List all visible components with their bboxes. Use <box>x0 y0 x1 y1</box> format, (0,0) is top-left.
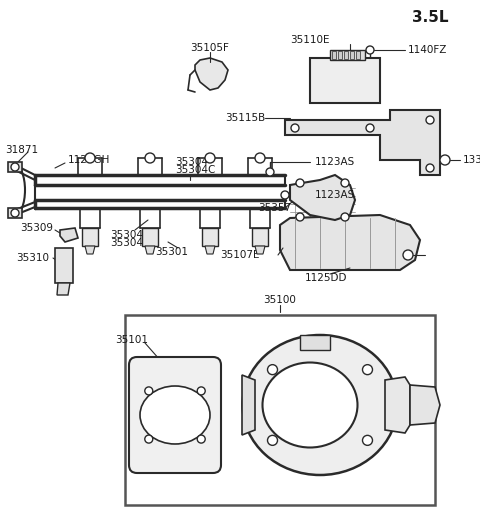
Text: 1123GH: 1123GH <box>68 155 110 165</box>
Polygon shape <box>60 228 78 242</box>
Circle shape <box>403 250 413 260</box>
Text: 35107E: 35107E <box>220 250 260 260</box>
Polygon shape <box>300 335 330 350</box>
Circle shape <box>296 179 304 187</box>
Circle shape <box>296 213 304 221</box>
Ellipse shape <box>242 335 397 475</box>
Bar <box>350 51 354 59</box>
Bar <box>356 51 360 59</box>
Text: 1125DD: 1125DD <box>305 273 348 283</box>
Polygon shape <box>410 385 440 425</box>
Circle shape <box>366 124 374 132</box>
Polygon shape <box>8 162 22 172</box>
Polygon shape <box>255 246 265 254</box>
Polygon shape <box>57 283 70 295</box>
Circle shape <box>426 164 434 172</box>
Polygon shape <box>280 215 420 270</box>
Text: 35105F: 35105F <box>191 43 229 53</box>
Bar <box>310 58 380 103</box>
Polygon shape <box>385 377 410 433</box>
Text: 35101: 35101 <box>115 335 148 345</box>
Bar <box>338 51 342 59</box>
Polygon shape <box>205 246 215 254</box>
Circle shape <box>85 153 95 163</box>
Circle shape <box>255 153 265 163</box>
Text: 35357: 35357 <box>258 203 291 213</box>
Bar <box>82 228 98 246</box>
Polygon shape <box>290 175 355 220</box>
Circle shape <box>440 155 450 165</box>
Circle shape <box>366 46 374 54</box>
Ellipse shape <box>263 363 358 447</box>
Polygon shape <box>242 375 255 435</box>
Text: 35301: 35301 <box>155 247 188 257</box>
Bar <box>344 51 348 59</box>
Bar <box>55 248 73 283</box>
Circle shape <box>341 179 349 187</box>
Text: 35100: 35100 <box>264 295 297 305</box>
Circle shape <box>291 124 299 132</box>
Circle shape <box>197 387 205 395</box>
Text: 35115B: 35115B <box>225 113 265 123</box>
Text: 35309: 35309 <box>20 223 53 233</box>
Circle shape <box>145 153 155 163</box>
Text: 35304C: 35304C <box>110 230 150 240</box>
Circle shape <box>267 365 277 375</box>
Circle shape <box>362 435 372 445</box>
Circle shape <box>205 153 215 163</box>
Circle shape <box>197 435 205 443</box>
Circle shape <box>426 116 434 124</box>
Text: 35310: 35310 <box>16 253 49 263</box>
Circle shape <box>267 435 277 445</box>
Polygon shape <box>195 58 228 90</box>
Circle shape <box>341 213 349 221</box>
Circle shape <box>145 387 153 395</box>
Circle shape <box>266 168 274 176</box>
Polygon shape <box>85 246 95 254</box>
Bar <box>332 51 336 59</box>
Text: 35304: 35304 <box>110 238 143 248</box>
Text: 1140FZ: 1140FZ <box>408 45 447 55</box>
Bar <box>202 228 218 246</box>
Text: 31871: 31871 <box>5 145 38 155</box>
Bar <box>252 228 268 246</box>
Text: 35110E: 35110E <box>290 35 330 45</box>
Polygon shape <box>285 110 440 175</box>
Text: 35304: 35304 <box>175 157 208 167</box>
Text: 1123AS: 1123AS <box>315 157 355 167</box>
Circle shape <box>281 191 289 199</box>
Circle shape <box>11 163 19 171</box>
Bar <box>330 50 365 60</box>
Bar <box>142 228 158 246</box>
Bar <box>125 315 435 505</box>
FancyBboxPatch shape <box>129 357 221 473</box>
Circle shape <box>145 435 153 443</box>
Text: 3.5L: 3.5L <box>412 11 448 25</box>
Text: 35304C: 35304C <box>175 165 216 175</box>
Circle shape <box>362 365 372 375</box>
Text: 1338AC: 1338AC <box>463 155 480 165</box>
Circle shape <box>11 209 19 217</box>
Text: 1123AS: 1123AS <box>315 190 355 200</box>
Polygon shape <box>8 208 22 218</box>
Ellipse shape <box>140 386 210 444</box>
Polygon shape <box>145 246 155 254</box>
